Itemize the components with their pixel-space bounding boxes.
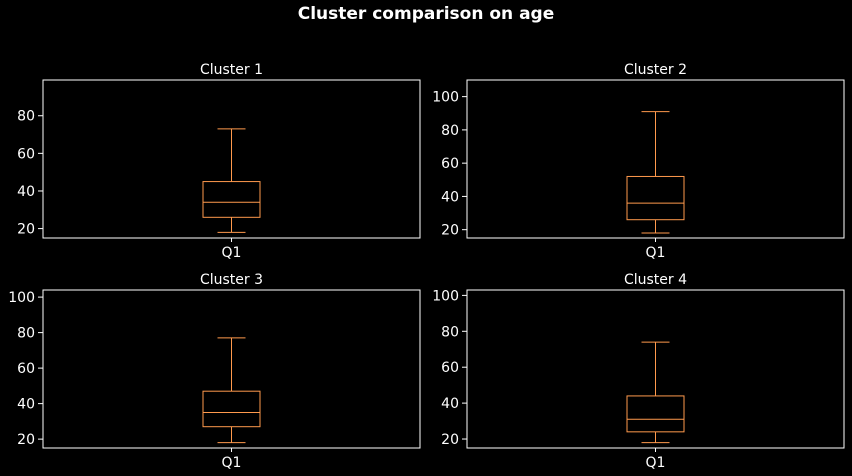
y-tick-label: 60 (441, 156, 459, 172)
y-tick-label: 40 (441, 396, 459, 412)
subplot-2: Cluster 2 20 40 60 80 100 Q1 (432, 62, 845, 261)
subplot-1: Cluster 1 20 40 60 80 Q1 (17, 62, 421, 261)
y-tick-label: 20 (17, 222, 35, 238)
y-tick-label: 40 (17, 397, 35, 413)
y-tick-label: 60 (17, 361, 35, 377)
figure-title: Cluster comparison on age (297, 4, 555, 24)
y-tick-label: 20 (441, 223, 459, 239)
subplot-title: Cluster 1 (200, 62, 263, 78)
x-tick-label: Q1 (646, 455, 666, 471)
y-tick-label: 60 (17, 146, 35, 162)
y-tick-label: 40 (17, 184, 35, 200)
subplot-title: Cluster 3 (200, 272, 263, 288)
iqr-box (202, 181, 261, 218)
y-tick-label: 40 (441, 189, 459, 205)
y-tick-label: 80 (441, 324, 459, 340)
y-tick-label: 80 (17, 326, 35, 342)
y-tick-label: 60 (441, 360, 459, 376)
x-tick-label: Q1 (646, 245, 666, 261)
x-tick-label: Q1 (222, 245, 242, 261)
y-tick-label: 80 (17, 109, 35, 125)
subplot-title: Cluster 4 (624, 272, 687, 288)
y-tick-label: 20 (17, 432, 35, 448)
y-tick-label: 100 (432, 288, 459, 304)
iqr-box (626, 175, 685, 221)
iqr-box (626, 395, 685, 433)
y-tick-label: 100 (8, 290, 35, 306)
y-tick-label: 80 (441, 123, 459, 139)
subplot-3: Cluster 3 20 40 60 80 100 Q1 (8, 272, 421, 471)
subplot-title: Cluster 2 (624, 62, 687, 78)
x-tick-label: Q1 (222, 455, 242, 471)
y-tick-label: 20 (441, 432, 459, 448)
iqr-box (202, 390, 261, 428)
subplot-4: Cluster 4 20 40 60 80 100 Q1 (432, 272, 845, 471)
y-tick-label: 100 (432, 90, 459, 106)
